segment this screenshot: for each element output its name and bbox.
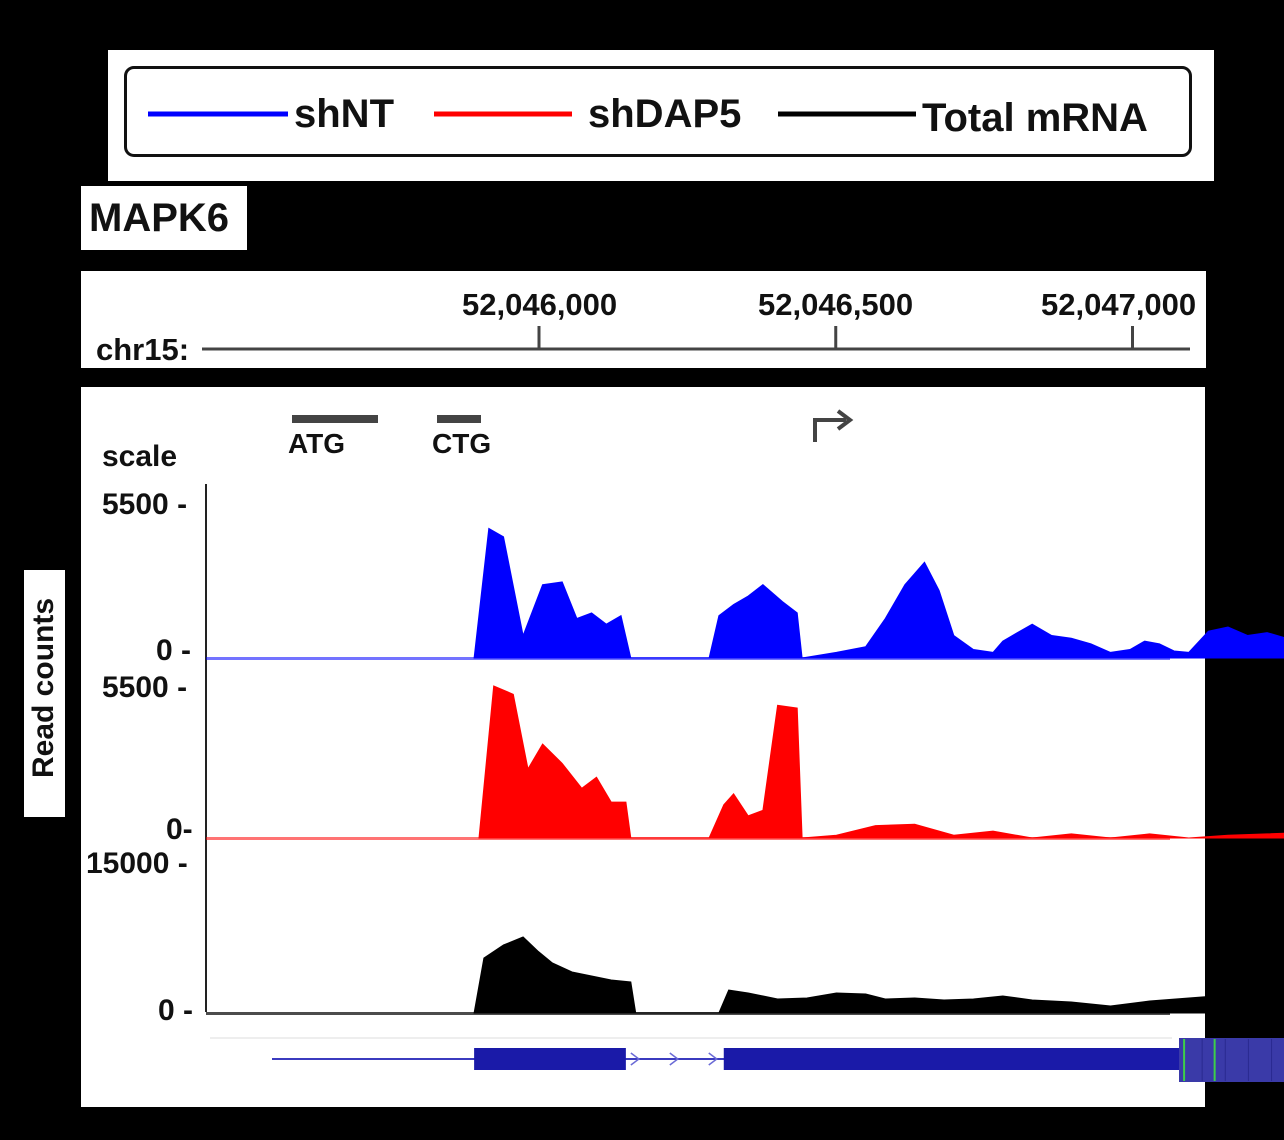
coord-tick-label-2: 52,046,500	[758, 287, 914, 322]
track-total-ymin: 0 -	[158, 994, 194, 1027]
track-shdap5-ymax: 5500 -	[102, 671, 188, 704]
feature-label-atg: ATG	[288, 428, 346, 459]
legend-panel	[108, 50, 1214, 181]
track-area-total-mrna	[473, 936, 1284, 1014]
chrom-label: chr15:	[96, 332, 190, 367]
legend-box	[124, 66, 1192, 157]
intron-chevron-2	[669, 1052, 680, 1066]
feature-bar-ctg	[437, 415, 481, 423]
track-area-shdap5	[478, 685, 1284, 839]
tracks-panel	[81, 387, 1205, 1107]
track-shdap5-ymin: 0-	[166, 813, 193, 846]
tss-arrow-head	[836, 409, 854, 431]
feature-label-ctg: CTG	[432, 428, 492, 459]
track-shnt-ymin: 0 -	[156, 634, 192, 667]
coord-tick-label-3: 52,047,000	[1041, 287, 1197, 322]
cds-exon	[1179, 1038, 1284, 1082]
tss-arrow-stem	[813, 418, 846, 442]
track-total-ymax: 15000 -	[86, 847, 188, 880]
legend-label-total: Total mRNA	[922, 96, 1148, 140]
feature-bar-atg	[292, 415, 378, 423]
legend-label-shnt: shNT	[294, 92, 394, 136]
utr-exon-2	[723, 1048, 1179, 1070]
intron-chevron-1	[630, 1052, 641, 1066]
legend-label-shdap5: shDAP5	[588, 92, 742, 136]
scale-label: scale	[102, 440, 178, 473]
gene-name: MAPK6	[89, 196, 230, 240]
coord-tick-label-1: 52,046,000	[462, 287, 618, 322]
intron-chevron-3	[708, 1052, 719, 1066]
track-area-shnt	[473, 527, 1284, 659]
gene-label-box	[81, 186, 247, 250]
ylabel-box	[24, 570, 65, 817]
track-shnt-ymax: 5500 -	[102, 488, 188, 521]
utr-exon-1	[474, 1048, 626, 1070]
coordinate-ruler-panel	[81, 271, 1206, 368]
